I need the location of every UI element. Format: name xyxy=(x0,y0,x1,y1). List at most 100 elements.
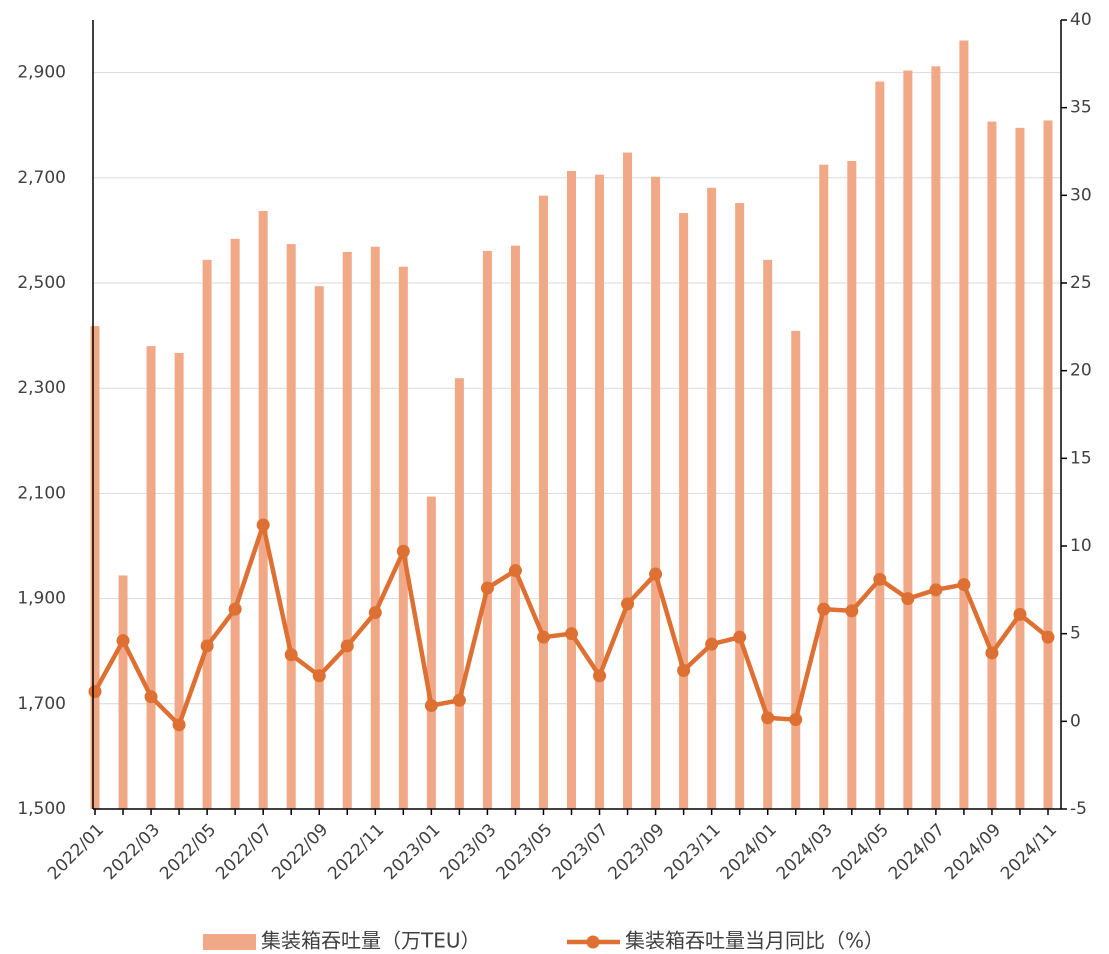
point xyxy=(733,630,747,644)
point xyxy=(817,602,831,616)
y2-tick-label: 40 xyxy=(1070,10,1092,30)
point xyxy=(621,597,635,611)
bar xyxy=(903,70,913,810)
y2-tick-label: 15 xyxy=(1070,448,1092,468)
y-tick-label: 2,700 xyxy=(17,168,66,188)
bar xyxy=(202,259,212,810)
y2-tick-label: 25 xyxy=(1070,273,1092,293)
x-tick-label: 2024/09 xyxy=(941,820,1005,884)
x-tick-label: 2023/07 xyxy=(549,820,613,884)
bar xyxy=(314,286,324,809)
x-tick-label: 2022/05 xyxy=(156,820,220,884)
y-tick-label: 2,500 xyxy=(17,273,66,293)
point xyxy=(761,711,775,725)
point xyxy=(256,518,270,532)
bar xyxy=(258,210,268,810)
point xyxy=(508,564,522,578)
bar xyxy=(146,346,156,809)
point xyxy=(480,581,494,595)
point xyxy=(424,699,438,713)
y-tick-label: 1,500 xyxy=(17,799,66,819)
x-tick-label: 2022/07 xyxy=(212,820,276,884)
y-tick-label: 2,300 xyxy=(17,378,66,398)
bar xyxy=(763,259,773,810)
point xyxy=(200,639,214,653)
y2-tick-label: 0 xyxy=(1070,711,1081,731)
y2-tick-label: 35 xyxy=(1070,98,1092,118)
bar xyxy=(959,40,969,810)
point xyxy=(116,634,130,648)
point xyxy=(172,718,186,732)
x-tick-label: 2022/11 xyxy=(324,820,388,884)
point xyxy=(593,669,607,683)
x-tick-label: 2023/09 xyxy=(605,820,669,884)
legend-marker xyxy=(586,935,600,949)
point xyxy=(228,602,242,616)
x-tick-label: 2024/01 xyxy=(717,820,781,884)
point xyxy=(536,630,550,644)
x-tick-label: 2024/11 xyxy=(997,820,1061,884)
point xyxy=(1013,607,1027,621)
x-tick-label: 2022/01 xyxy=(44,820,108,884)
bar xyxy=(538,195,548,809)
point xyxy=(705,637,719,651)
bar xyxy=(595,174,605,810)
y2-tick-label: 5 xyxy=(1070,624,1081,644)
x-tick-label: 2024/07 xyxy=(885,820,949,884)
legend-label: 集装箱吞吐量当月同比（%） xyxy=(625,929,884,953)
y-tick-label: 1,700 xyxy=(17,694,66,714)
bar xyxy=(819,164,829,809)
x-tick-label: 2024/03 xyxy=(773,820,837,884)
bar xyxy=(398,266,408,810)
point xyxy=(88,685,102,699)
bar xyxy=(651,176,661,810)
point xyxy=(144,690,158,704)
x-tick-label: 2022/09 xyxy=(268,820,332,884)
point xyxy=(565,627,578,641)
point xyxy=(340,639,354,653)
point xyxy=(845,604,859,618)
bar xyxy=(1015,127,1025,809)
y2-tick-label: 10 xyxy=(1070,536,1092,556)
bar xyxy=(454,378,464,809)
bar xyxy=(370,246,380,809)
point xyxy=(985,646,999,660)
point xyxy=(901,592,915,606)
point xyxy=(368,606,382,620)
point xyxy=(873,572,887,586)
x-tick-label: 2022/03 xyxy=(100,820,164,884)
bar xyxy=(679,213,689,810)
bar xyxy=(623,152,633,809)
x-tick-label: 2023/01 xyxy=(380,820,444,884)
bar xyxy=(426,496,436,809)
point xyxy=(396,544,410,558)
y-tick-label: 2,900 xyxy=(17,63,66,83)
y2-tick-label: 20 xyxy=(1070,361,1092,381)
point xyxy=(649,567,663,581)
legend-swatch xyxy=(203,934,256,950)
bar xyxy=(567,170,576,809)
x-tick-label: 2023/11 xyxy=(661,820,725,884)
legend: 集装箱吞吐量（万TEU） 集装箱吞吐量当月同比（%） xyxy=(203,929,884,953)
point xyxy=(677,663,691,677)
bar xyxy=(342,251,352,809)
bar xyxy=(931,66,941,809)
y-tick-label: 1,900 xyxy=(17,589,66,609)
point xyxy=(312,669,326,683)
x-tick-label: 2024/05 xyxy=(829,820,893,884)
point xyxy=(284,648,298,662)
point xyxy=(957,578,971,592)
y2-tick-label: -5 xyxy=(1070,799,1087,819)
y-tick-label: 2,100 xyxy=(17,483,66,503)
bar xyxy=(735,203,745,810)
point xyxy=(1041,630,1055,644)
bar xyxy=(1043,120,1053,809)
bar xyxy=(90,326,100,809)
bar xyxy=(875,81,885,810)
bar xyxy=(847,160,857,809)
x-tick-label: 2023/03 xyxy=(436,820,500,884)
point xyxy=(929,583,943,597)
bar xyxy=(286,244,296,810)
bar xyxy=(707,187,717,809)
